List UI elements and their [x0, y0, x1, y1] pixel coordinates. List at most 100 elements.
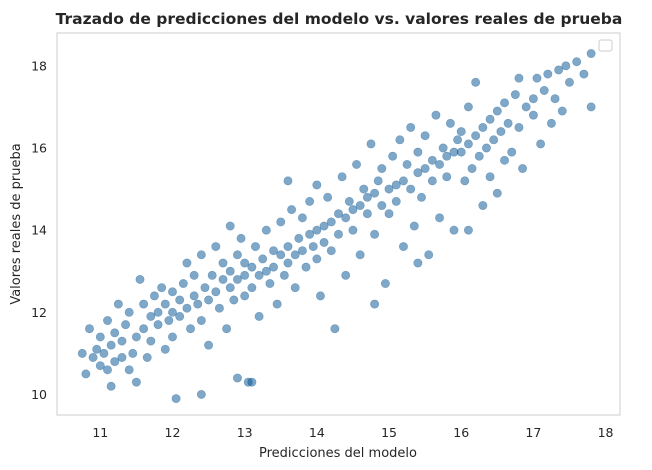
chart-title: Trazado de predicciones del modelo vs. v… — [56, 10, 623, 28]
scatter-point — [131, 332, 141, 342]
scatter-point — [586, 102, 596, 112]
scatter-point — [218, 274, 228, 284]
scatter-point — [146, 336, 156, 346]
scatter-point — [413, 168, 423, 178]
scatter-point — [247, 262, 257, 272]
scatter-point — [579, 69, 589, 79]
scatter-point — [283, 242, 293, 252]
scatter-point — [453, 135, 463, 145]
scatter-point — [167, 307, 177, 317]
scatter-point — [139, 324, 149, 334]
x-tick-label: 11 — [92, 425, 108, 440]
scatter-point — [492, 188, 502, 198]
plot-area — [56, 32, 621, 416]
scatter-point — [294, 233, 304, 243]
scatter-point — [438, 143, 448, 153]
scatter-point — [449, 225, 459, 235]
scatter-point — [269, 262, 279, 272]
scatter-point — [388, 151, 398, 161]
scatter-point — [377, 164, 387, 174]
legend-box — [598, 39, 613, 52]
x-tick-label: 12 — [165, 425, 181, 440]
scatter-point — [106, 381, 116, 391]
scatter-point — [265, 279, 275, 289]
scatter-point — [521, 102, 531, 112]
scatter-point — [481, 143, 491, 153]
scatter-point — [229, 295, 239, 305]
scatter-point — [81, 369, 91, 379]
scatter-point — [167, 332, 177, 342]
scatter-point — [554, 65, 564, 75]
scatter-point — [218, 258, 228, 268]
scatter-point — [110, 328, 120, 338]
scatter-point — [395, 135, 405, 145]
scatter-point — [189, 270, 199, 280]
scatter-point — [427, 176, 437, 186]
scatter-point — [182, 303, 192, 313]
scatter-point — [117, 352, 127, 362]
scatter-point — [204, 295, 214, 305]
scatter-point — [539, 86, 549, 96]
scatter-point — [149, 291, 159, 301]
scatter-point — [207, 270, 217, 280]
scatter-point — [323, 192, 333, 202]
scatter-point — [391, 196, 401, 206]
scatter-point — [341, 270, 351, 280]
scatter-point — [355, 250, 365, 260]
scatter-point — [305, 229, 315, 239]
scatter-point — [344, 196, 354, 206]
scatter-point — [460, 176, 470, 186]
scatter-point — [247, 377, 257, 387]
scatter-point — [175, 295, 185, 305]
scatter-point — [532, 73, 542, 83]
scatter-point — [204, 340, 214, 350]
scatter-point — [557, 106, 567, 116]
scatter-point — [561, 61, 571, 71]
scatter-point — [442, 151, 452, 161]
scatter-point — [471, 131, 481, 141]
x-tick-labels: 11 12 13 14 15 16 17 18 — [92, 425, 613, 440]
scatter-point — [417, 192, 427, 202]
scatter-point — [258, 254, 268, 264]
scatter-point — [398, 242, 408, 252]
scatter-point — [528, 94, 538, 104]
scatter-point — [225, 266, 235, 276]
scatter-point — [283, 176, 293, 186]
scatter-point — [370, 188, 380, 198]
scatter-point — [95, 332, 105, 342]
scatter-point — [287, 205, 297, 215]
scatter-point — [391, 180, 401, 190]
scatter-point — [370, 229, 380, 239]
scatter-point — [330, 324, 340, 334]
scatter-point — [124, 365, 134, 375]
scatter-point — [160, 344, 170, 354]
scatter-point — [308, 242, 318, 252]
scatter-point — [272, 299, 282, 309]
scatter-points — [77, 49, 596, 404]
scatter-point — [546, 118, 556, 128]
scatter-point — [196, 316, 206, 326]
scatter-point — [160, 299, 170, 309]
y-tick-label: 12 — [31, 305, 47, 320]
scatter-point — [333, 209, 343, 219]
scatter-point — [279, 270, 289, 280]
y-tick-label: 18 — [31, 58, 47, 73]
scatter-point — [467, 164, 477, 174]
scatter-point — [117, 336, 127, 346]
x-tick-label: 18 — [598, 425, 614, 440]
scatter-point — [420, 164, 430, 174]
scatter-point — [196, 389, 206, 399]
scatter-point — [352, 159, 362, 169]
scatter-point — [305, 196, 315, 206]
scatter-point — [409, 221, 419, 231]
scatter-point — [261, 225, 271, 235]
y-tick-label: 10 — [31, 387, 47, 402]
scatter-point — [543, 69, 553, 79]
scatter-point — [84, 324, 94, 334]
x-tick-label: 14 — [309, 425, 325, 440]
scatter-point — [463, 102, 473, 112]
scatter-point — [121, 320, 131, 330]
x-tick-label: 17 — [525, 425, 541, 440]
scatter-point — [211, 242, 221, 252]
scatter-point — [442, 172, 452, 182]
